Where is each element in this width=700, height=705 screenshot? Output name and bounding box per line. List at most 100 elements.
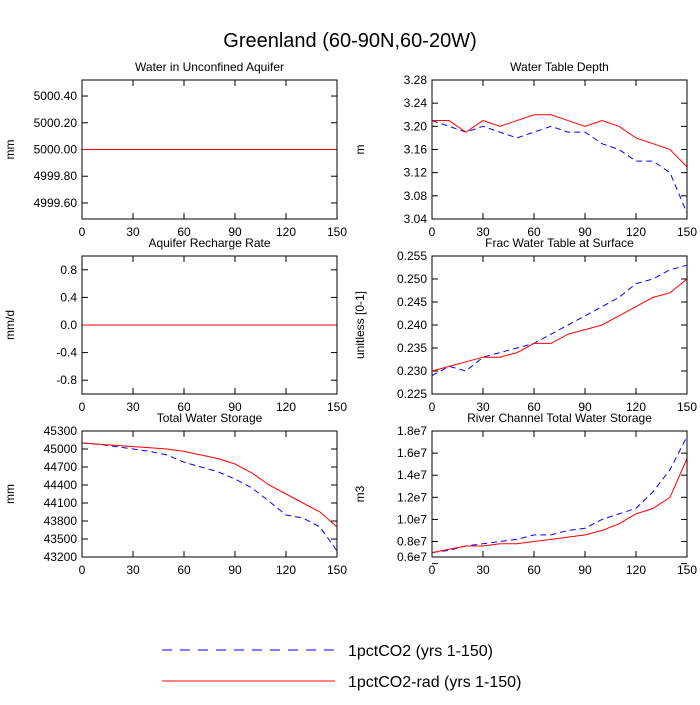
y-tick-label: 4999.60 xyxy=(34,196,78,210)
panel: Water Table Depth m 3.04 3.08 3.12 3.16 3.20 3.… xyxy=(353,60,697,239)
y-tick-label: 1.0e7 xyxy=(397,512,427,526)
x-tick-label: 90 xyxy=(228,400,242,414)
y-tick-label: 5000.00 xyxy=(34,143,78,157)
y-tick-label: 3.28 xyxy=(404,73,428,87)
x-tick-label: 120 xyxy=(276,563,296,577)
y-tick-label: 43800 xyxy=(44,514,78,528)
x-tick-label: 0 xyxy=(79,225,86,239)
data-line xyxy=(432,114,688,168)
x-tick-label: 0 xyxy=(79,400,86,414)
y-tick-label: 45000 xyxy=(44,442,78,456)
panel: Total Water Storage mm 43200 43500 43800 4410… xyxy=(3,411,347,577)
y-tick-label: 4999.80 xyxy=(34,169,78,183)
x-tick-label: 120 xyxy=(276,400,296,414)
y-axis-label: m xyxy=(353,145,367,155)
x-tick-label: 60 xyxy=(177,400,191,414)
y-tick-label: 0.225 xyxy=(397,387,427,401)
y-tick-label: 1.4e7 xyxy=(397,468,427,482)
y-tick-label: 0.8e7 xyxy=(397,535,427,549)
x-tick-label: 150 xyxy=(327,225,347,239)
panel-title: Water in Unconfined Aquifer xyxy=(135,60,284,74)
x-tick-label: 0 xyxy=(429,563,436,577)
plot-frame xyxy=(431,255,688,395)
y-tick-label: -0.4 xyxy=(56,346,77,360)
y-tick-label: 45300 xyxy=(44,424,78,438)
x-tick-label: 150 xyxy=(677,225,697,239)
y-tick-label: 3.16 xyxy=(404,143,428,157)
x-tick-label: 90 xyxy=(578,225,592,239)
data-line xyxy=(431,458,688,554)
y-tick-label: 44100 xyxy=(44,496,78,510)
data-line xyxy=(431,120,688,214)
y-tick-label: 5000.40 xyxy=(34,89,78,103)
x-tick-label: 30 xyxy=(126,563,140,577)
y-tick-label: 5000.20 xyxy=(34,116,78,130)
panel: Frac Water Table at Surface unitless [0-1… xyxy=(353,236,697,414)
x-tick-label: 90 xyxy=(578,563,592,577)
y-tick-label: 0.6e7 xyxy=(397,550,427,564)
x-tick-label: 60 xyxy=(177,563,191,577)
y-tick-label: 0.240 xyxy=(397,318,427,332)
x-tick-label: 60 xyxy=(527,563,541,577)
data-line xyxy=(81,442,338,528)
x-tick-label: 120 xyxy=(626,400,646,414)
legend-label: 1pctCO2-rad (yrs 1-150) xyxy=(348,674,521,691)
x-tick-label: 0 xyxy=(429,225,436,239)
y-axis-label: mm xyxy=(3,484,17,504)
x-tick-label: 120 xyxy=(276,225,296,239)
y-tick-label: 0.8 xyxy=(60,263,77,277)
y-tick-label: 3.20 xyxy=(404,119,428,133)
y-tick-label: 0.4 xyxy=(60,290,77,304)
y-tick-label: 0.245 xyxy=(397,295,427,309)
x-tick-label: 120 xyxy=(626,563,646,577)
y-tick-label: 0.235 xyxy=(397,341,427,355)
x-tick-label: 60 xyxy=(177,225,191,239)
x-tick-label: 150 xyxy=(677,563,697,577)
x-tick-label: 90 xyxy=(228,225,242,239)
x-tick-label: 30 xyxy=(476,400,490,414)
y-tick-label: 3.12 xyxy=(404,166,428,180)
plot-frame xyxy=(81,255,338,395)
y-tick-label: 3.08 xyxy=(404,189,428,203)
x-tick-label: 150 xyxy=(327,563,347,577)
x-tick-label: 120 xyxy=(626,225,646,239)
plot-frame xyxy=(431,79,688,220)
x-tick-label: 0 xyxy=(429,400,436,414)
panel: Aquifer Recharge Rate mm/d -0.8 -0.4 0.0 0.4 0… xyxy=(3,236,347,414)
x-tick-label: 0 xyxy=(79,563,86,577)
x-tick-label: 90 xyxy=(578,400,592,414)
x-tick-label: 30 xyxy=(476,563,490,577)
legend-label: 1pctCO2 (yrs 1-150) xyxy=(348,643,493,660)
x-tick-label: 90 xyxy=(228,563,242,577)
panel-title: Total Water Storage xyxy=(157,411,263,425)
panel: Water in Unconfined Aquifer mm 4999.60 4999… xyxy=(3,60,347,239)
y-axis-label: mm/d xyxy=(3,310,17,340)
panel-title: River Channel Total Water Storage xyxy=(467,411,652,425)
x-tick-label: 150 xyxy=(327,400,347,414)
data-line xyxy=(431,264,688,377)
y-axis-label: unitless [0-1] xyxy=(353,291,367,359)
x-tick-label: 30 xyxy=(126,225,140,239)
panel-title: Aquifer Recharge Rate xyxy=(148,236,270,250)
y-axis-label: mm xyxy=(3,140,17,160)
y-tick-label: 0.250 xyxy=(397,272,427,286)
y-tick-label: 1.8e7 xyxy=(397,424,427,438)
data-line xyxy=(81,442,338,552)
x-tick-label: 30 xyxy=(476,225,490,239)
y-tick-label: 3.24 xyxy=(404,96,428,110)
panel: River Channel Total Water Storage m3 0.6e7… xyxy=(353,411,697,577)
y-tick-label: 43500 xyxy=(44,532,78,546)
y-tick-label: 43200 xyxy=(44,550,78,564)
x-tick-label: 60 xyxy=(527,400,541,414)
y-tick-label: 3.04 xyxy=(404,212,428,226)
data-line xyxy=(431,278,688,372)
panel-title: Frac Water Table at Surface xyxy=(485,236,634,250)
plot-frame xyxy=(431,430,688,558)
y-axis-label: m3 xyxy=(353,485,367,502)
y-tick-label: 1.2e7 xyxy=(397,490,427,504)
y-tick-label: -0.8 xyxy=(56,373,77,387)
y-tick-label: 1.6e7 xyxy=(397,446,427,460)
x-tick-label: 150 xyxy=(677,400,697,414)
plot-frame xyxy=(81,79,338,220)
